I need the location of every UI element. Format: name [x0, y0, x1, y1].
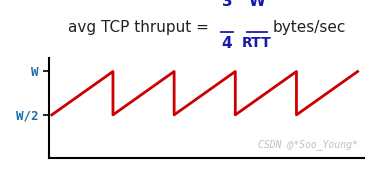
Text: 4: 4 [222, 36, 232, 51]
Text: RTT: RTT [242, 36, 272, 50]
Text: CSDN @*Soo_Young*: CSDN @*Soo_Young* [258, 139, 357, 150]
Text: bytes/sec: bytes/sec [273, 20, 346, 35]
Text: W: W [248, 0, 266, 9]
Text: avg TCP thruput =: avg TCP thruput = [68, 20, 213, 35]
Text: 3: 3 [222, 0, 232, 9]
